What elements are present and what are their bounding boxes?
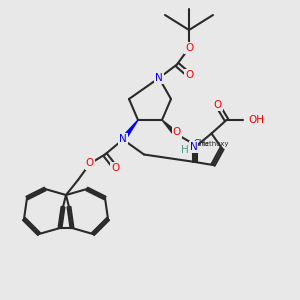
Text: H: H — [181, 145, 188, 155]
Text: O: O — [111, 163, 120, 173]
Text: O: O — [185, 70, 193, 80]
Text: CH₃: CH₃ — [194, 140, 209, 148]
Text: N: N — [190, 142, 197, 152]
Text: N: N — [119, 134, 127, 145]
Polygon shape — [121, 120, 138, 141]
Text: O: O — [86, 158, 94, 169]
Text: O: O — [213, 100, 222, 110]
Text: methoxy: methoxy — [198, 141, 229, 147]
Text: OH: OH — [248, 115, 264, 125]
Text: O: O — [185, 43, 193, 53]
Text: O: O — [173, 127, 181, 137]
Polygon shape — [162, 120, 177, 135]
Text: N: N — [155, 73, 163, 83]
